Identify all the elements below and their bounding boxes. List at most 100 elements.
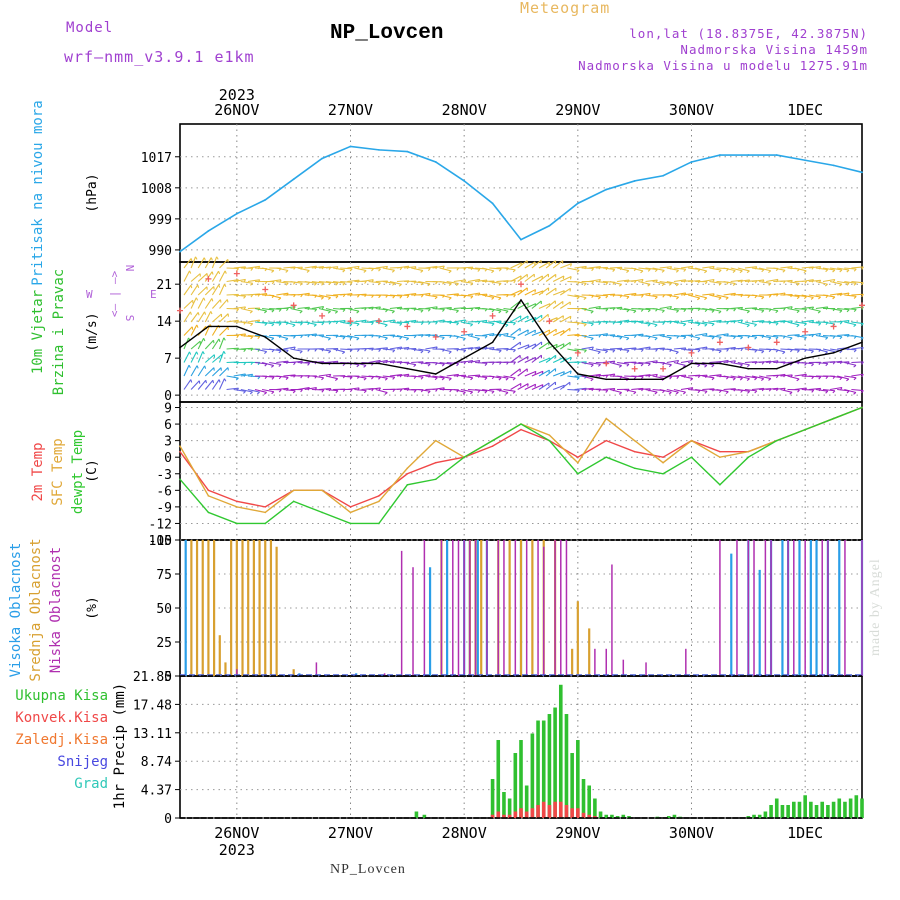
wind-barb-head <box>442 308 445 312</box>
wind-barb <box>432 375 445 379</box>
clouds-ytick-label: 25 <box>156 636 172 651</box>
station-elevation: Nadmorska Visina 1459m <box>680 42 868 57</box>
wind-barb-head <box>285 282 289 286</box>
wind-barb <box>531 314 543 323</box>
temp-dew-point <box>292 500 295 503</box>
wind-barb <box>524 383 536 390</box>
wind-barb-head <box>768 378 772 381</box>
wind-barb <box>780 374 793 377</box>
wind-barb <box>830 307 843 312</box>
wind-barb-head <box>860 282 864 286</box>
wind-speed-point <box>577 373 579 375</box>
wind-barb <box>439 294 452 299</box>
wind-barb-head <box>597 363 601 367</box>
precip-total-bar <box>752 814 756 818</box>
wind-barb <box>382 360 395 364</box>
wind-barb-head <box>527 302 529 306</box>
pressure-point <box>491 202 494 205</box>
wind-barb-head <box>768 270 772 274</box>
wind-barb-head <box>349 323 353 327</box>
wind-barb <box>197 365 206 377</box>
wind-barb <box>588 348 601 353</box>
wind-barb <box>439 307 452 310</box>
wind-barb-head <box>306 270 310 273</box>
wind-barb-head <box>562 343 565 347</box>
wind-gust-marker <box>546 318 553 325</box>
wind-barb <box>815 334 828 338</box>
precip-total-bar <box>786 805 790 818</box>
wind-barb-head <box>271 270 275 273</box>
precip-total-bar <box>809 801 813 818</box>
wind-barb-head <box>726 321 729 325</box>
wind-barb <box>318 294 331 299</box>
wind-barb <box>602 360 615 364</box>
wind-gust-marker <box>461 328 468 335</box>
wind-barb <box>773 387 786 391</box>
wind-barb-head <box>676 375 680 379</box>
wind-gust-marker <box>290 302 297 309</box>
wind-barb <box>261 361 274 367</box>
temp-sfc-point <box>207 495 210 497</box>
wind-barb-head <box>321 377 325 381</box>
wind-barb-head <box>278 389 282 393</box>
wind-barb-head <box>342 269 346 273</box>
wind-barb-head <box>469 391 474 395</box>
wind-barb <box>723 320 736 323</box>
bottom-date-label: 27NOV <box>328 824 373 842</box>
wind-barb <box>652 267 665 271</box>
wind-barb-head <box>249 391 253 395</box>
wind-barb <box>531 330 544 337</box>
wind-barb-head <box>195 297 199 301</box>
wind-barb-head <box>654 391 658 395</box>
wind-barb <box>262 375 275 378</box>
precipitation-ytick-label: 4.37 <box>141 784 172 799</box>
wind-barb <box>411 375 424 378</box>
wind-barb-head <box>804 308 807 312</box>
temp-2m-point <box>236 500 238 503</box>
wind-barb <box>801 361 814 365</box>
wind-barb <box>333 280 346 284</box>
wind-barb-head <box>249 310 253 314</box>
wind-barb-head <box>327 337 331 341</box>
wind-barb <box>197 297 205 309</box>
wind-barb-head <box>427 363 431 367</box>
wind-barb <box>411 361 424 364</box>
wind-barb <box>460 388 473 393</box>
temp-2m-point <box>179 450 181 453</box>
wind-barb-head <box>384 392 388 395</box>
wind-barb <box>460 294 473 297</box>
wind-barb-head <box>512 377 516 381</box>
wind-barb-head <box>211 271 214 275</box>
pressure-point <box>832 164 835 167</box>
wind-barb <box>837 361 850 364</box>
wind-barb <box>552 290 565 296</box>
precip-total-bar <box>672 814 677 818</box>
wind-barb-head <box>292 324 296 328</box>
wind-barb <box>787 307 800 312</box>
wind-barb-head <box>218 338 221 342</box>
wind-barb <box>524 356 536 363</box>
wind-barb-head <box>726 348 729 352</box>
wind-barb-head <box>223 337 226 341</box>
wind-barb <box>851 293 864 296</box>
wind-barb-head <box>307 282 310 285</box>
bottom-date-label: 28NOV <box>442 824 487 842</box>
wind-barb-head <box>861 347 864 351</box>
wind-barb <box>552 329 565 336</box>
wind-barb <box>489 307 502 312</box>
wind-barb-head <box>242 390 246 394</box>
temp-dew-point <box>349 522 352 525</box>
wind-barb-head <box>455 310 459 313</box>
wind-barb <box>837 292 850 296</box>
temp-dew-point <box>832 417 835 420</box>
wind-barb <box>837 334 850 337</box>
wind-barb <box>254 307 267 312</box>
wind-barb-head <box>605 282 609 286</box>
wind-barb <box>645 321 658 326</box>
wind-barb <box>276 334 289 340</box>
wind-barb-head <box>718 282 722 286</box>
wind-barb-head <box>711 336 715 340</box>
wind-barb <box>510 382 522 390</box>
wind-barb <box>411 307 424 311</box>
wind-barb <box>787 348 800 351</box>
